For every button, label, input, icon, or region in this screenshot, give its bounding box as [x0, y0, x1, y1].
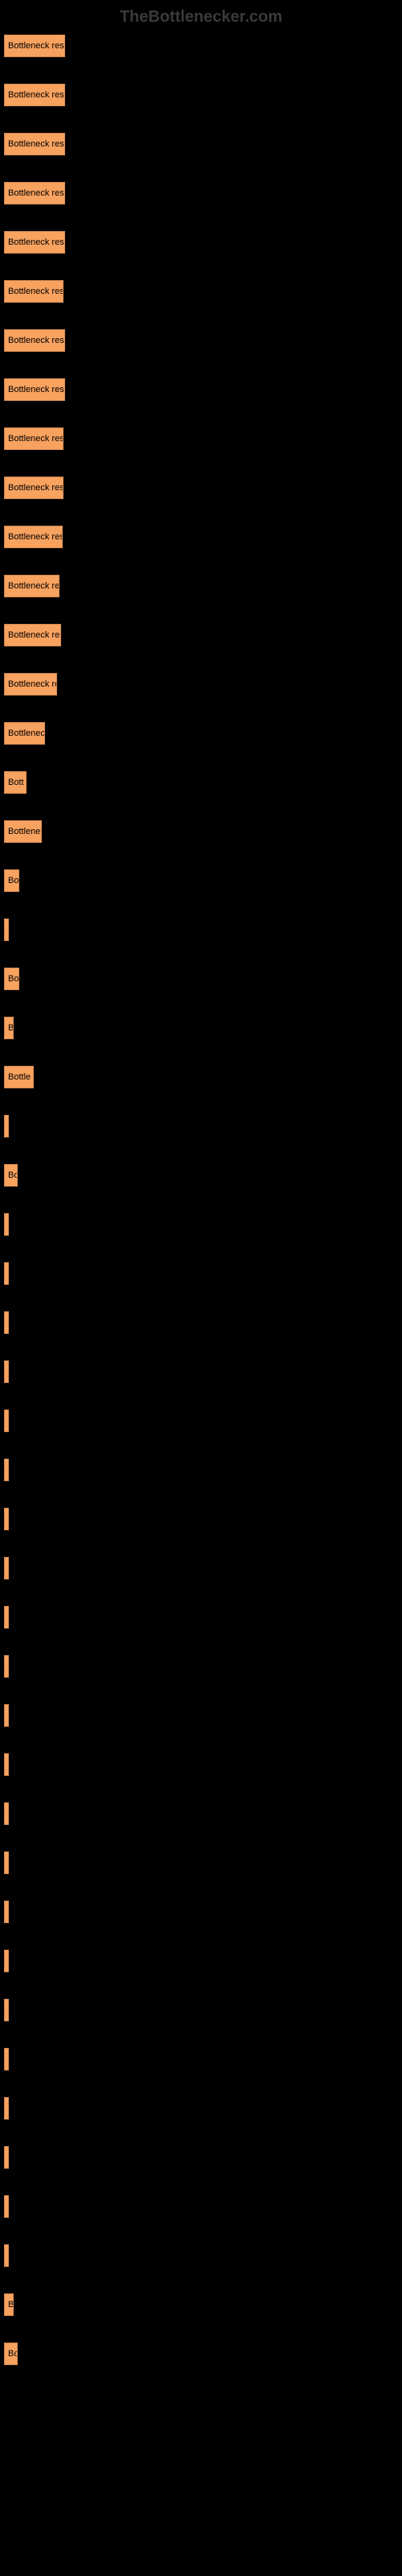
- bar-row: [4, 919, 398, 941]
- bar: [4, 1999, 9, 2021]
- bar: Bottleneck res: [4, 575, 59, 597]
- bar-row: [4, 2195, 398, 2218]
- bar: [4, 1852, 9, 1874]
- bar: [4, 1262, 9, 1285]
- bar: Bo: [4, 869, 19, 892]
- bar: Bottleneck result: [4, 526, 63, 548]
- bar-row: Bottleneck result: [4, 378, 398, 401]
- bar-row: Bottleneck re: [4, 673, 398, 696]
- bar: [4, 2146, 9, 2169]
- bar: Bottleneck result: [4, 378, 65, 401]
- watermark-text: TheBottlenecker.com: [4, 8, 398, 27]
- bar-row: [4, 1410, 398, 1432]
- bar-row: Bottleneck result: [4, 231, 398, 254]
- bar-row: [4, 1213, 398, 1236]
- bar: Bottleneck result: [4, 280, 64, 303]
- bar-row: Bottlenec: [4, 722, 398, 745]
- bar: [4, 1459, 9, 1481]
- bar-row: Bottle: [4, 1066, 398, 1088]
- bar: [4, 1655, 9, 1678]
- bar: [4, 1508, 9, 1530]
- bar-row: Bottleneck res: [4, 575, 398, 597]
- bar-row: Bottleneck res: [4, 624, 398, 646]
- bar: Bottleneck result: [4, 231, 65, 254]
- bar: Bottleneck re: [4, 673, 57, 696]
- bar-row: Bottleneck result: [4, 84, 398, 106]
- bar: [4, 1950, 9, 1972]
- bar: Bo: [4, 968, 19, 990]
- bar-row: [4, 1459, 398, 1481]
- bar: [4, 2048, 9, 2070]
- bar: [4, 1557, 9, 1579]
- bar: [4, 1360, 9, 1383]
- bar: Bottleneck result: [4, 329, 65, 352]
- bar-row: Bottleneck result: [4, 526, 398, 548]
- bar-row: Bottleneck result: [4, 329, 398, 352]
- bar-row: B: [4, 2293, 398, 2316]
- bar: [4, 1753, 9, 1776]
- bar-row: [4, 1115, 398, 1137]
- bar-row: [4, 1901, 398, 1923]
- bar: Bo: [4, 1164, 18, 1187]
- bar-row: [4, 1262, 398, 1285]
- bar-row: [4, 1753, 398, 1776]
- bar-row: Bo: [4, 1164, 398, 1187]
- bar-row: Bo: [4, 2343, 398, 2365]
- bar: [4, 1704, 9, 1727]
- bar-chart: Bottleneck result Bottleneck result Bottle…: [4, 35, 398, 2365]
- bar-row: Bottleneck result: [4, 182, 398, 204]
- bar: Bottleneck result: [4, 84, 65, 106]
- bar: [4, 2244, 9, 2267]
- bar: Bottleneck res: [4, 624, 61, 646]
- bar-row: Bottlene: [4, 820, 398, 843]
- bar-row: [4, 2244, 398, 2267]
- bar: [4, 1901, 9, 1923]
- bar-row: [4, 1557, 398, 1579]
- bar: Bottleneck result: [4, 182, 65, 204]
- bar: Bottleneck result: [4, 477, 64, 499]
- bar-row: Bo: [4, 869, 398, 892]
- bar-row: Bottleneck result: [4, 35, 398, 57]
- bar-row: [4, 1950, 398, 1972]
- bar-row: Bott: [4, 771, 398, 794]
- bar-row: [4, 2048, 398, 2070]
- bar: Bottlenec: [4, 722, 45, 745]
- bar: B: [4, 1017, 14, 1039]
- bar: Bott: [4, 771, 27, 794]
- bar: [4, 2195, 9, 2218]
- bar-row: [4, 2146, 398, 2169]
- bar-row: Bottleneck result: [4, 477, 398, 499]
- bar: Bottleneck result: [4, 427, 64, 450]
- bar: [4, 1213, 9, 1236]
- bar-row: [4, 1360, 398, 1383]
- bar: [4, 1311, 9, 1334]
- bar-row: [4, 1999, 398, 2021]
- bar: Bottle: [4, 1066, 34, 1088]
- bar: Bottleneck result: [4, 35, 65, 57]
- bar: [4, 1606, 9, 1629]
- bar-row: [4, 1704, 398, 1727]
- bar: [4, 2097, 9, 2120]
- bar-row: Bottleneck result: [4, 427, 398, 450]
- bar-row: [4, 1802, 398, 1825]
- bar: [4, 1802, 9, 1825]
- bar-row: [4, 1311, 398, 1334]
- bar-row: [4, 1508, 398, 1530]
- bar-row: [4, 2097, 398, 2120]
- bar-row: Bottleneck result: [4, 280, 398, 303]
- bar: Bo: [4, 2343, 18, 2365]
- bar: [4, 919, 9, 941]
- bar-row: Bo: [4, 968, 398, 990]
- bar: [4, 1410, 9, 1432]
- bar-row: Bottleneck result: [4, 133, 398, 155]
- bar: B: [4, 2293, 14, 2316]
- bar: Bottlene: [4, 820, 42, 843]
- bar-row: [4, 1852, 398, 1874]
- bar: [4, 1115, 9, 1137]
- bar-row: [4, 1606, 398, 1629]
- bar-row: B: [4, 1017, 398, 1039]
- bar-row: [4, 1655, 398, 1678]
- bar: Bottleneck result: [4, 133, 65, 155]
